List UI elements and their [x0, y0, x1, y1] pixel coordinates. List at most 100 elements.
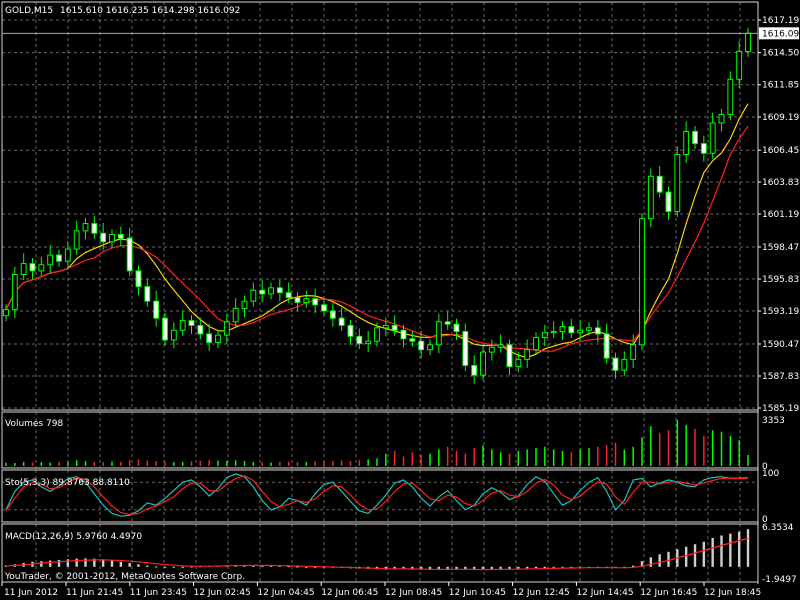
macd-bar: [437, 566, 441, 570]
candle-bearish: [100, 232, 107, 243]
candle-bullish: [524, 349, 531, 360]
candle-bullish: [109, 233, 115, 243]
stochastic-label: Sto(5,3,3) 89.8763 88.8110: [5, 478, 130, 488]
candle-bearish: [285, 292, 292, 299]
candle-bullish: [303, 298, 310, 303]
price-tick-label: 1587.83: [762, 372, 799, 382]
macd-bar: [455, 566, 458, 569]
candle-bearish: [506, 344, 513, 368]
candle-bullish: [3, 309, 9, 317]
candle-bearish: [656, 175, 663, 193]
macd-bar: [481, 566, 485, 570]
candle-bullish: [215, 334, 221, 343]
candle-bullish: [488, 346, 495, 353]
time-tick-label: 11 Jun 2012: [4, 588, 58, 598]
macd-bar: [746, 529, 750, 567]
macd-bar: [393, 566, 396, 570]
macd-bar: [296, 566, 299, 568]
macd-histogram: 6.3534 -1.9497: [4, 523, 797, 585]
price-tick-label: 1590.47: [762, 340, 799, 350]
ma-fast-line: [5, 103, 749, 359]
candle-bullish: [268, 287, 274, 295]
candle-bullish: [47, 254, 54, 266]
candle-bearish: [197, 324, 204, 335]
candle-bullish: [541, 332, 548, 339]
macd-bar: [640, 561, 644, 567]
candle-bullish: [170, 329, 177, 341]
candle-bearish: [444, 321, 451, 325]
macd-bar: [137, 564, 140, 567]
candle-bearish: [665, 191, 672, 212]
candle-bearish: [153, 300, 160, 319]
candle-bearish: [347, 324, 354, 337]
candle-bullish: [639, 218, 645, 346]
candle-bullish: [647, 175, 654, 220]
candle-bearish: [162, 317, 168, 341]
ma-slow-line: [5, 125, 749, 352]
volume-tick-label: 3353: [762, 416, 785, 426]
macd-bar: [48, 560, 52, 567]
macd-bar: [313, 566, 317, 568]
time-tick-label: 11 Jun 23:45: [130, 588, 187, 598]
candle-bullish: [480, 351, 486, 376]
candle-bullish: [533, 337, 539, 351]
time-tick-label: 12 Jun 14:45: [576, 588, 633, 598]
copyright-label: YouTrader, © 2001-2012, MetaQuotes Softw…: [4, 572, 245, 582]
candle-bearish: [568, 326, 575, 334]
price-tick-label: 1601.19: [762, 210, 799, 220]
candle-bearish: [188, 320, 195, 326]
macd-bar: [490, 566, 494, 570]
price-tick-label: 1603.83: [762, 178, 799, 188]
moving-averages: [5, 103, 749, 359]
macd-bar: [84, 558, 87, 567]
candle-bullish: [38, 264, 45, 272]
symbol-label: GOLD,M15: [5, 6, 53, 16]
time-tick-label: 12 Jun 18:45: [704, 588, 761, 598]
candle-bearish: [356, 335, 363, 345]
macd-bar: [402, 566, 405, 569]
time-tick-label: 11 Jun 21:45: [66, 588, 123, 598]
candle-bearish: [144, 286, 151, 302]
candle-bearish: [471, 364, 478, 376]
price-tick-label: 1595.83: [762, 275, 799, 285]
candle-bearish: [259, 289, 266, 295]
price-tick-label: 1609.19: [762, 113, 799, 123]
stochastic-signal-line: [5, 475, 749, 516]
candle-bullish: [497, 344, 504, 348]
macd-bar: [75, 558, 78, 567]
price-tick-label: 1611.85: [762, 81, 799, 91]
candle-bearish: [321, 304, 327, 312]
candle-bullish: [223, 321, 230, 336]
candle-bearish: [312, 298, 319, 306]
macd-bar: [499, 566, 502, 570]
candle-bullish: [718, 113, 725, 124]
candle-bearish: [409, 338, 416, 342]
macd-bar: [128, 563, 131, 567]
grid-lines: [2, 2, 758, 582]
candle-bearish: [462, 330, 469, 366]
candle-bullish: [427, 344, 433, 351]
macd-bar: [278, 565, 282, 567]
candle-bullish: [630, 344, 637, 360]
candle-bullish: [577, 329, 584, 334]
candle-bearish: [294, 297, 301, 303]
macd-bar: [693, 544, 697, 567]
candle-bullish: [559, 326, 566, 332]
macd-bar: [446, 566, 449, 570]
macd-bar: [578, 566, 582, 568]
candle-bullish: [435, 321, 442, 346]
macd-bar: [119, 561, 123, 567]
time-tick-label: 12 Jun 10:45: [449, 588, 506, 598]
candle-bearish: [391, 324, 398, 331]
stochastic-tick-label: 0: [762, 515, 768, 525]
macd-bar: [110, 560, 114, 567]
candle-bearish: [338, 317, 345, 326]
current-price-label: 1616.092: [762, 29, 800, 39]
macd-bar: [40, 561, 43, 567]
candle-bearish: [276, 287, 283, 294]
candle-bearish: [418, 340, 425, 351]
macd-tick-label: 6.3534: [762, 523, 794, 533]
candle-bearish: [603, 333, 610, 359]
macd-bar: [534, 566, 538, 569]
